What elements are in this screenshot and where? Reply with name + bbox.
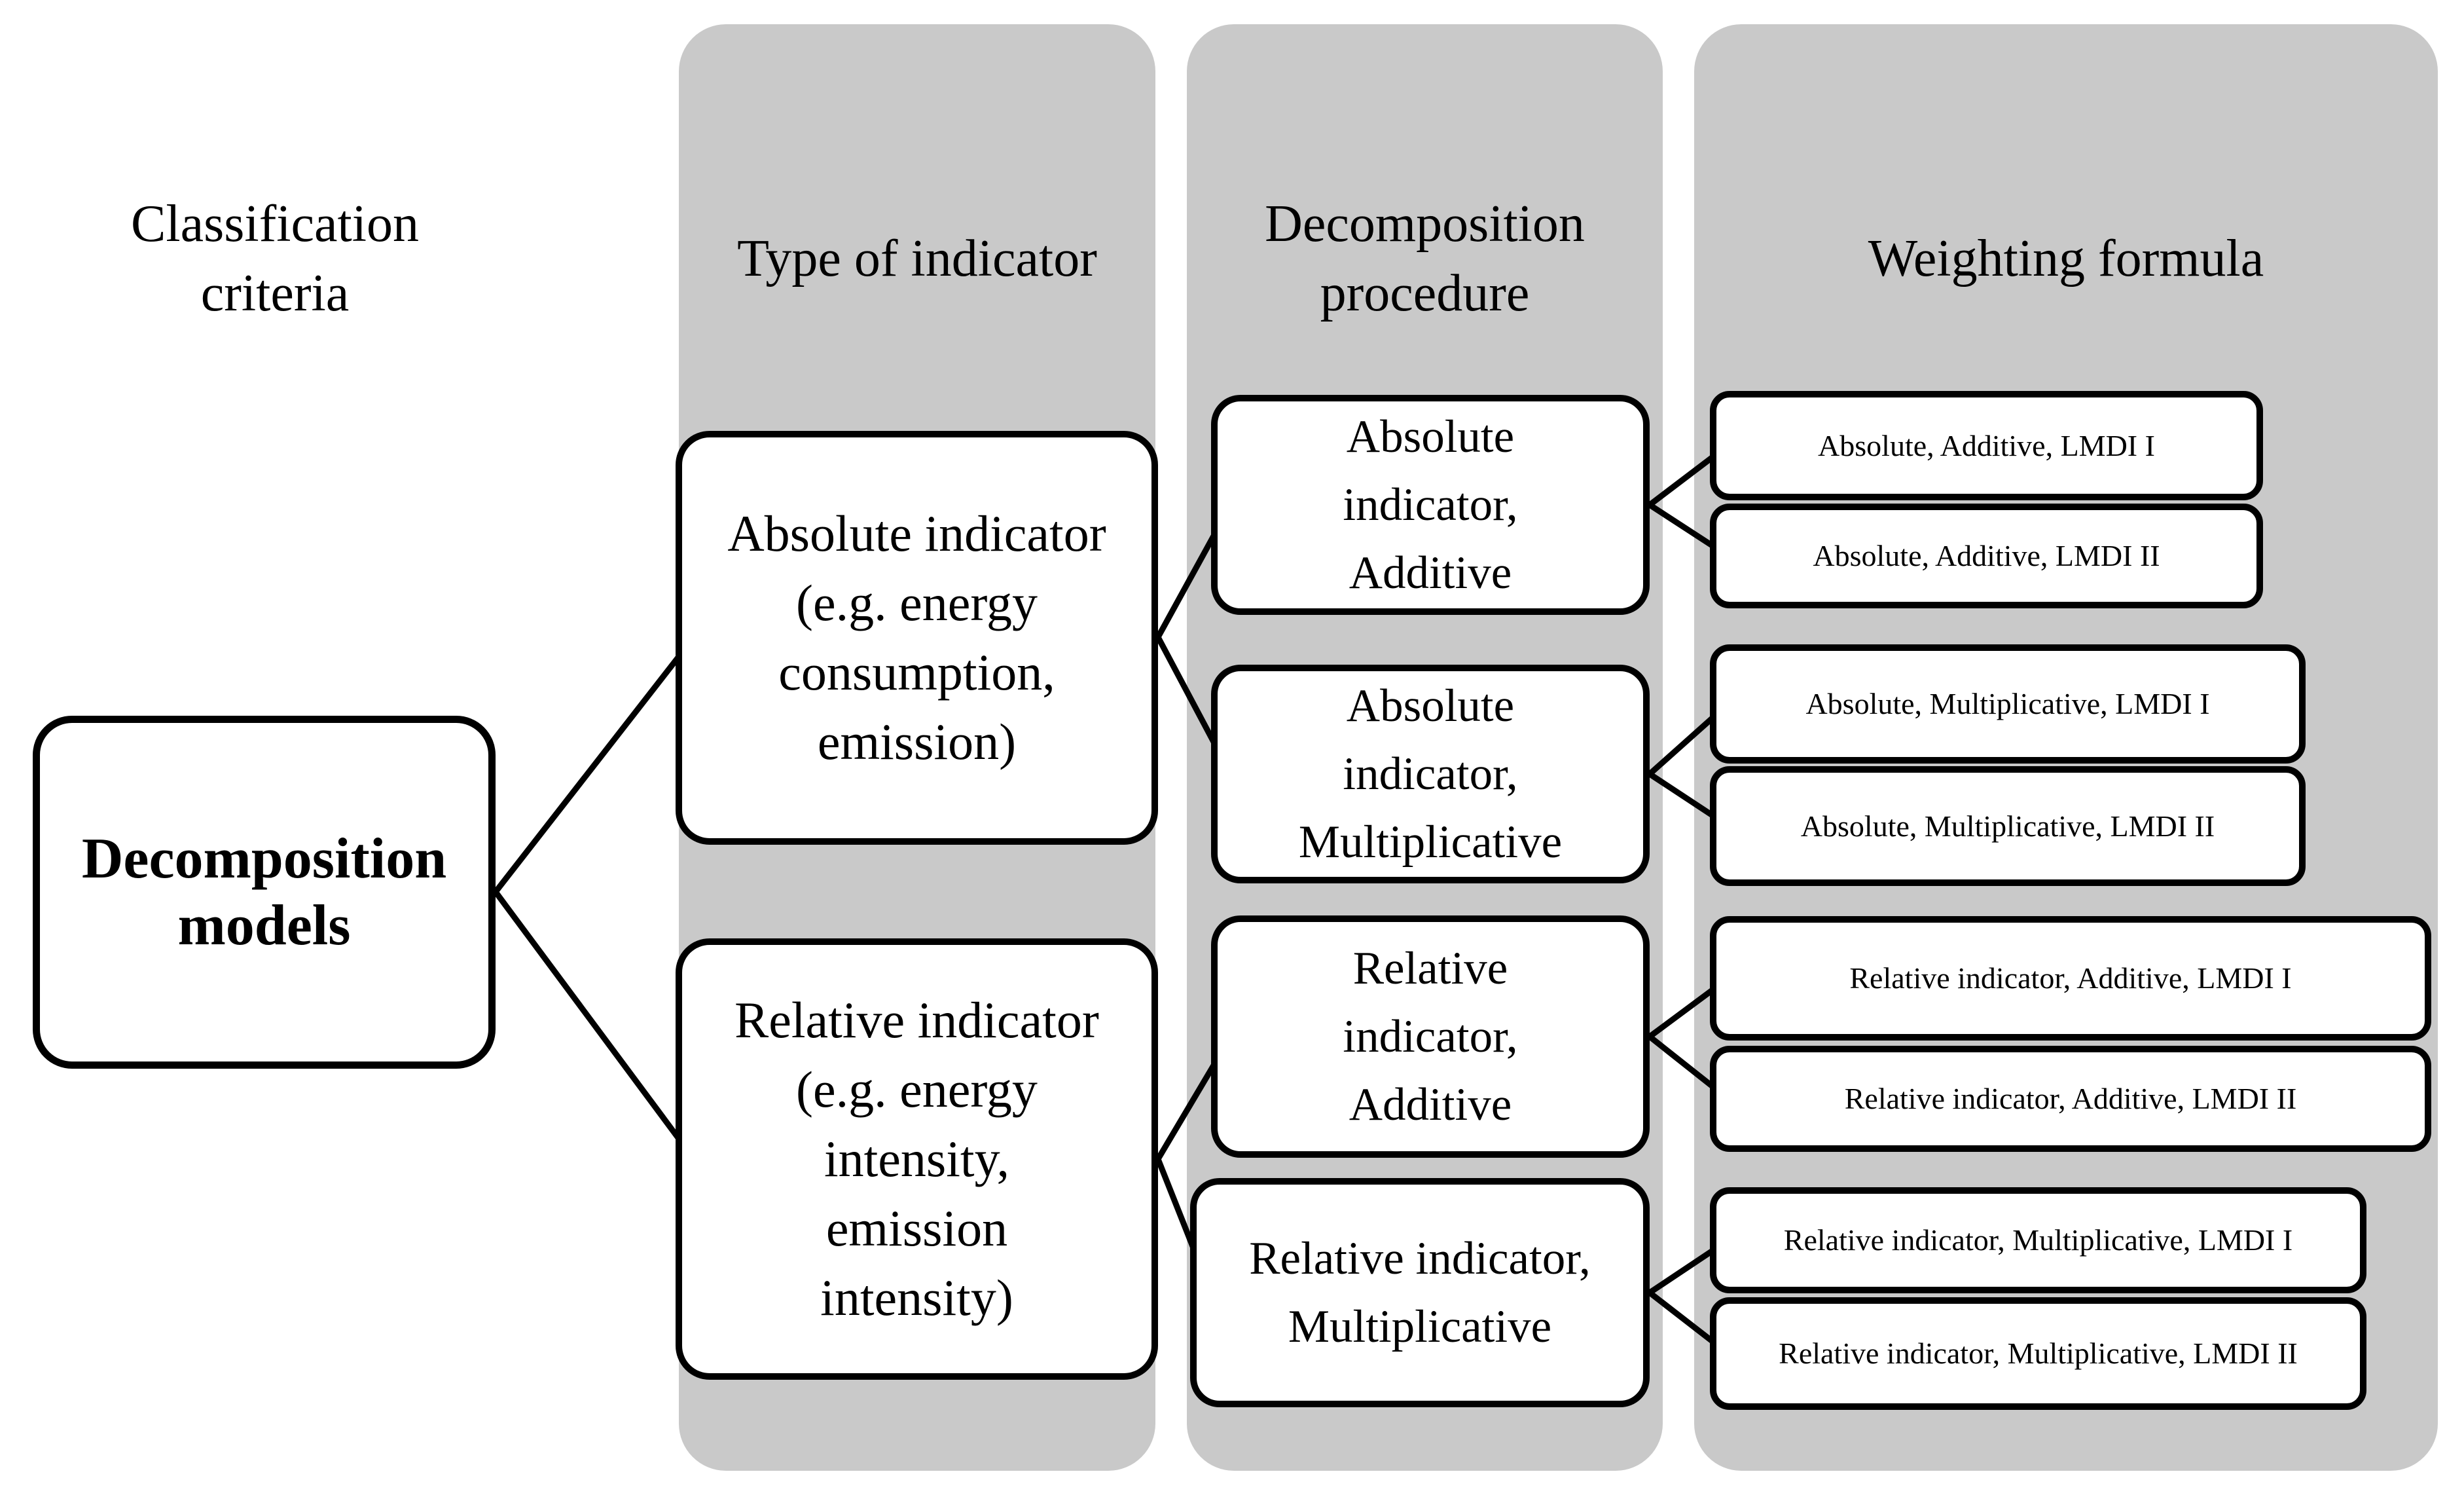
- connector-line: [492, 889, 697, 1162]
- connector-line: [492, 634, 697, 895]
- node-absolute-indicator-additive: Absolute indicator, Additive: [1211, 395, 1650, 615]
- header-classification-criteria: Classification criteria: [131, 195, 419, 322]
- header-decomposition-procedure: Decomposition procedure: [1265, 195, 1585, 322]
- leaf-absolute-multiplicative-lmdi-ii: Absolute, Multiplicative, LMDI II: [1710, 766, 2306, 886]
- node-relative-indicator-additive: Relative indicator, Additive: [1211, 915, 1650, 1158]
- leaf-absolute-additive-lmdi-i: Absolute, Additive, LMDI I: [1710, 391, 2263, 500]
- node-relative-indicator: Relative indicator (e.g. energy intensit…: [676, 938, 1158, 1380]
- leaf-absolute-additive-lmdi-ii: Absolute, Additive, LMDI II: [1710, 504, 2263, 608]
- header-type-of-indicator: Type of indicator: [737, 230, 1097, 287]
- leaf-relative-multiplicative-lmdi-ii: Relative indicator, Multiplicative, LMDI…: [1710, 1297, 2366, 1410]
- leaf-relative-multiplicative-lmdi-i: Relative indicator, Multiplicative, LMDI…: [1710, 1187, 2366, 1293]
- header-weighting-formula: Weighting formula: [1868, 230, 2264, 287]
- leaf-absolute-multiplicative-lmdi-i: Absolute, Multiplicative, LMDI I: [1710, 644, 2306, 764]
- node-absolute-indicator-multiplicative: Absolute indicator, Multiplicative: [1211, 665, 1650, 883]
- node-relative-indicator-multiplicative: Relative indicator, Multiplicative: [1190, 1178, 1650, 1407]
- leaf-relative-additive-lmdi-i: Relative indicator, Additive, LMDI I: [1710, 916, 2431, 1041]
- node-absolute-indicator: Absolute indicator (e.g. energy consumpt…: [676, 431, 1158, 845]
- leaf-relative-additive-lmdi-ii: Relative indicator, Additive, LMDI II: [1710, 1046, 2431, 1152]
- node-decomposition-models: Decomposition models: [33, 716, 496, 1069]
